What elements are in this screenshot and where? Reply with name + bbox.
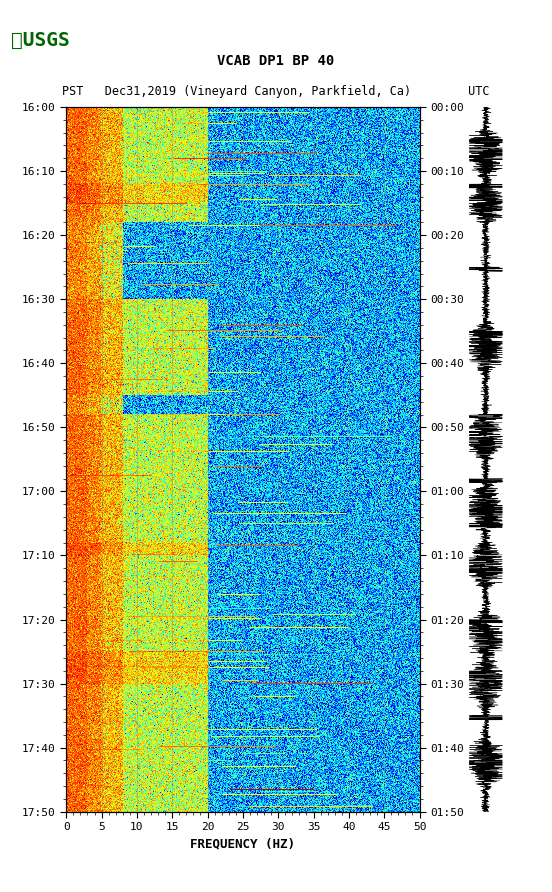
Text: PST   Dec31,2019 (Vineyard Canyon, Parkfield, Ca)        UTC: PST Dec31,2019 (Vineyard Canyon, Parkfie… — [62, 85, 490, 98]
Text: VCAB DP1 BP 40: VCAB DP1 BP 40 — [217, 54, 335, 68]
X-axis label: FREQUENCY (HZ): FREQUENCY (HZ) — [190, 838, 295, 851]
Text: ⊿USGS: ⊿USGS — [11, 31, 70, 50]
